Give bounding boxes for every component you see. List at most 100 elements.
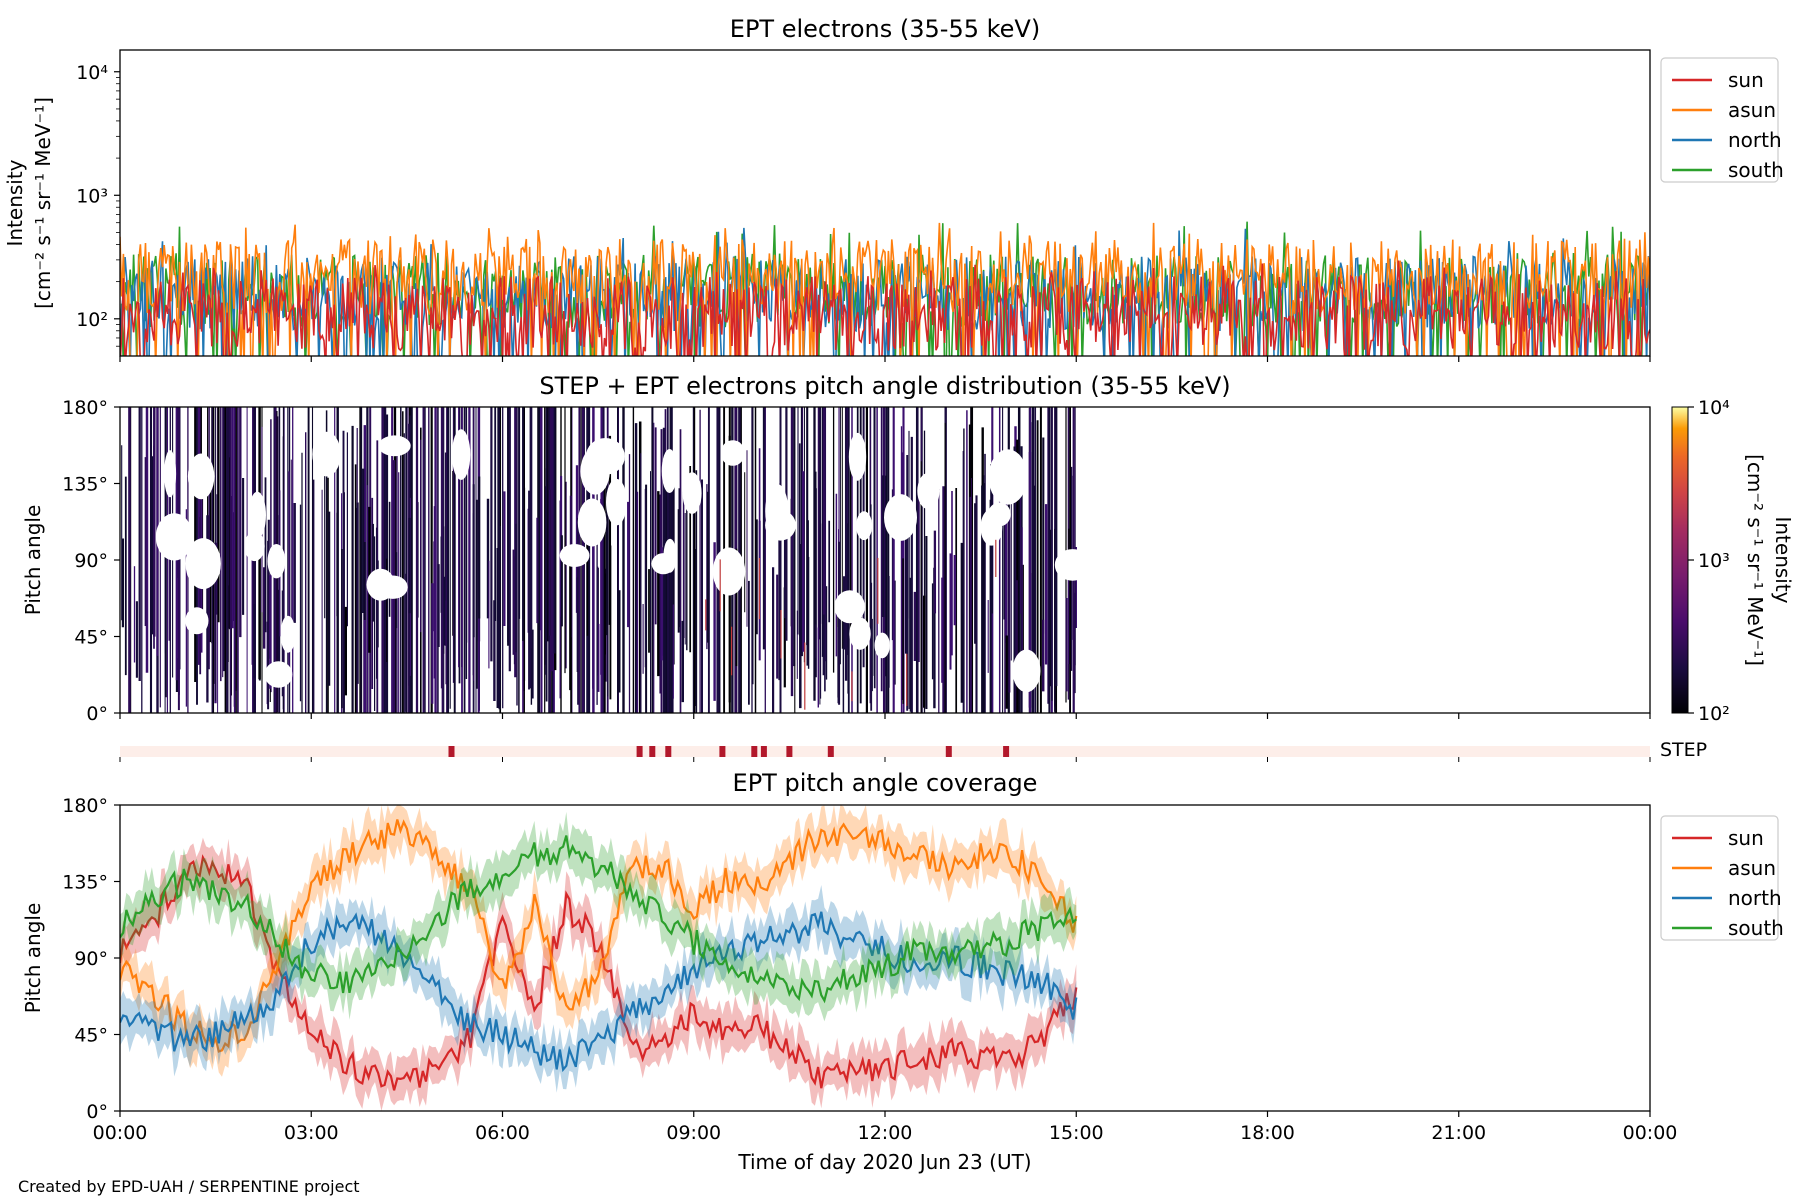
y-tick-label: 10³: [76, 185, 108, 207]
x-tick-label: 12:00: [858, 1122, 913, 1144]
pad-gap: [884, 494, 917, 541]
pad-gap: [1012, 649, 1041, 693]
step-mark: [448, 746, 455, 757]
panel-intensity: EPT electrons (35-55 keV) 10² 10³ 10⁴ Inte…: [3, 15, 1784, 362]
step-indicator: STEP: [119, 739, 1707, 762]
step-mark: [649, 746, 656, 757]
colorbar-label-line2: [cm⁻² s⁻¹ sr⁻¹ MeV⁻¹]: [1743, 454, 1767, 666]
panel-pitch-coverage: EPT pitch angle coverage 0° 45° 90° 135° 180…: [21, 769, 1784, 1144]
x-tick-label: 09:00: [666, 1122, 721, 1144]
pad-gap: [155, 513, 193, 561]
pad-gap: [377, 575, 408, 599]
legend-box: [1660, 57, 1779, 183]
y-tick-label: 180°: [62, 397, 108, 419]
legend-box: [1660, 815, 1779, 941]
credit-text: Created by EPD-UAH / SERPENTINE project: [18, 1177, 360, 1196]
step-mark: [1003, 746, 1010, 757]
legend-label-south: south: [1728, 158, 1784, 182]
y-tick-label: 135°: [62, 474, 108, 496]
pad-gap: [856, 511, 873, 541]
pad-gap: [248, 491, 266, 539]
pad-gap: [280, 615, 296, 653]
pad-gap: [577, 498, 607, 547]
colorbar-label-line1: Intensity: [1771, 516, 1795, 603]
panel1-ylabel-line2: [cm⁻² s⁻¹ sr⁻¹ MeV⁻¹]: [31, 97, 55, 309]
panel2-ylabel: Pitch angle: [21, 505, 45, 616]
legend-label-north: north: [1728, 128, 1782, 152]
x-tick-label: 06:00: [475, 1122, 530, 1144]
x-tick-label: 00:00: [93, 1122, 148, 1144]
series-line-north: [120, 911, 1078, 1073]
panel1-legend: sun asun north south: [1660, 57, 1784, 183]
pad-gap: [712, 547, 746, 596]
series-line-sun: [120, 260, 1650, 356]
y-tick-label: 90°: [74, 550, 108, 572]
x-tick-label: 15:00: [1049, 1122, 1104, 1144]
y-tick-label: 0°: [86, 703, 108, 725]
pad-gap: [244, 531, 265, 562]
y-tick-label: 0°: [86, 1101, 108, 1123]
x-tick-label: 21:00: [1431, 1122, 1486, 1144]
step-mark: [945, 746, 952, 757]
colorbar-tick-label: 10⁴: [1698, 397, 1730, 419]
y-tick-label: 45°: [74, 627, 108, 649]
x-axis-label: Time of day 2020 Jun 23 (UT): [737, 1150, 1031, 1174]
pad-gap: [559, 544, 590, 567]
band-asun: [120, 805, 1077, 1077]
pad-gap: [606, 478, 627, 526]
pad-gap: [834, 590, 865, 624]
pad-gap: [917, 472, 940, 510]
pad-gap: [988, 502, 1011, 527]
pad-gap: [378, 435, 411, 457]
pad-gap: [661, 449, 678, 493]
pad-gap: [849, 617, 871, 650]
pad-gap: [720, 440, 745, 466]
pad-gap: [682, 472, 702, 514]
series-line-sun: [120, 854, 1078, 1091]
step-mark: [719, 746, 726, 757]
y-tick-label: 10⁴: [76, 62, 108, 84]
colorbar-tick-label: 10²: [1698, 703, 1730, 725]
pad-gap: [451, 429, 471, 480]
x-tick-label: 18:00: [1240, 1122, 1295, 1144]
legend-label-south: south: [1728, 916, 1784, 940]
colorbar-tick-label: 10³: [1698, 550, 1730, 572]
legend-label-sun: sun: [1728, 826, 1764, 850]
legend-label-asun: asun: [1728, 856, 1776, 880]
pad-gap: [164, 450, 177, 498]
step-label: STEP: [1660, 739, 1707, 761]
pad-gap: [848, 432, 867, 481]
y-tick-label: 45°: [74, 1025, 108, 1047]
colorbar: 10² 10³ 10⁴ Intensity [cm⁻² s⁻¹ sr⁻¹ MeV⁻¹…: [1671, 397, 1795, 725]
legend-label-asun: asun: [1728, 98, 1776, 122]
panel1-title: EPT electrons (35-55 keV): [730, 15, 1040, 43]
legend-label-north: north: [1728, 886, 1782, 910]
step-bar-bg: [120, 746, 1650, 757]
panel4-ylabel: Pitch angle: [21, 903, 45, 1014]
y-tick-label: 10²: [76, 309, 108, 331]
step-mark: [760, 746, 767, 757]
band-sun: [120, 837, 1077, 1111]
pad-gap: [312, 431, 341, 477]
pad-gap: [267, 544, 286, 579]
step-mark: [827, 746, 834, 757]
series-line-asun: [120, 222, 1650, 356]
y-tick-label: 180°: [62, 795, 108, 817]
pad-gap: [580, 447, 610, 495]
series-line-asun: [120, 819, 1078, 1053]
panel2-title: STEP + EPT electrons pitch angle distrib…: [539, 372, 1230, 400]
pad-gap: [187, 453, 215, 500]
pad-gap: [185, 607, 209, 635]
x-tick-label: 00:00: [1623, 1122, 1678, 1144]
pad-gap: [264, 661, 293, 688]
step-mark: [636, 746, 643, 757]
step-mark: [665, 746, 672, 757]
pad-gap: [651, 553, 675, 575]
band-south: [120, 811, 1077, 1022]
panel4-legend: sun asun north south: [1660, 815, 1784, 941]
pad-gap: [765, 510, 796, 541]
step-mark: [786, 746, 793, 757]
panel1-ylabel-line1: Intensity: [3, 159, 27, 246]
pad-gap: [1054, 549, 1091, 581]
